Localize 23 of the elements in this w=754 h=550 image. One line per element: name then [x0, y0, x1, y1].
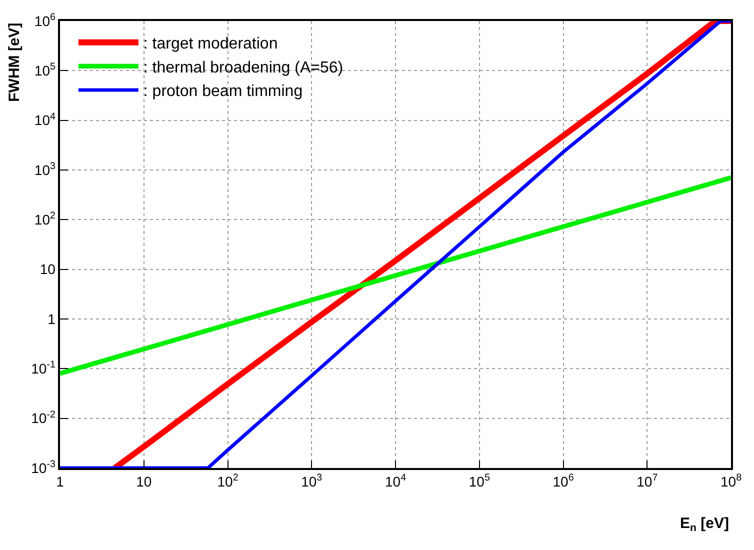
y-tick-label: 10$^{4}$	[34, 111, 56, 128]
y-tick-label: 10$^{6}$	[34, 12, 56, 29]
legend-label: : target moderation	[143, 36, 278, 53]
legend-label: : thermal broadening (A=56)	[143, 59, 344, 76]
y-tick-label: 10$^{5}$	[34, 62, 56, 79]
x-tick-label: 10$^{2}$	[217, 472, 238, 490]
x-tick-label: 10$^{3}$	[301, 472, 323, 490]
y-tick-label: 10	[40, 261, 56, 278]
y-tick-label: 10$^{-2}$	[31, 409, 56, 426]
x-tick-label: 10$^{4}$	[384, 472, 407, 490]
x-axis-title: E$_{n}$ [eV]	[680, 515, 729, 534]
x-tick-label: 10$^{5}$	[468, 472, 490, 490]
x-tick-label: 10$^{6}$	[552, 472, 574, 490]
y-tick-label: 1	[48, 310, 56, 327]
x-tick-label: 10	[136, 474, 152, 490]
y-tick-label: 10$^{-1}$	[31, 360, 56, 377]
legend-label: : proton beam timming	[143, 83, 303, 100]
x-tick-label: 10$^{8}$	[720, 472, 742, 490]
y-tick-label: 10$^{2}$	[34, 210, 56, 228]
y-axis-title: FWHM [eV]	[6, 22, 23, 102]
x-tick-label: 10$^{7}$	[636, 472, 658, 490]
y-tick-label: 10$^{3}$	[34, 161, 56, 178]
y-tick-label: 10$^{-3}$	[31, 459, 56, 476]
